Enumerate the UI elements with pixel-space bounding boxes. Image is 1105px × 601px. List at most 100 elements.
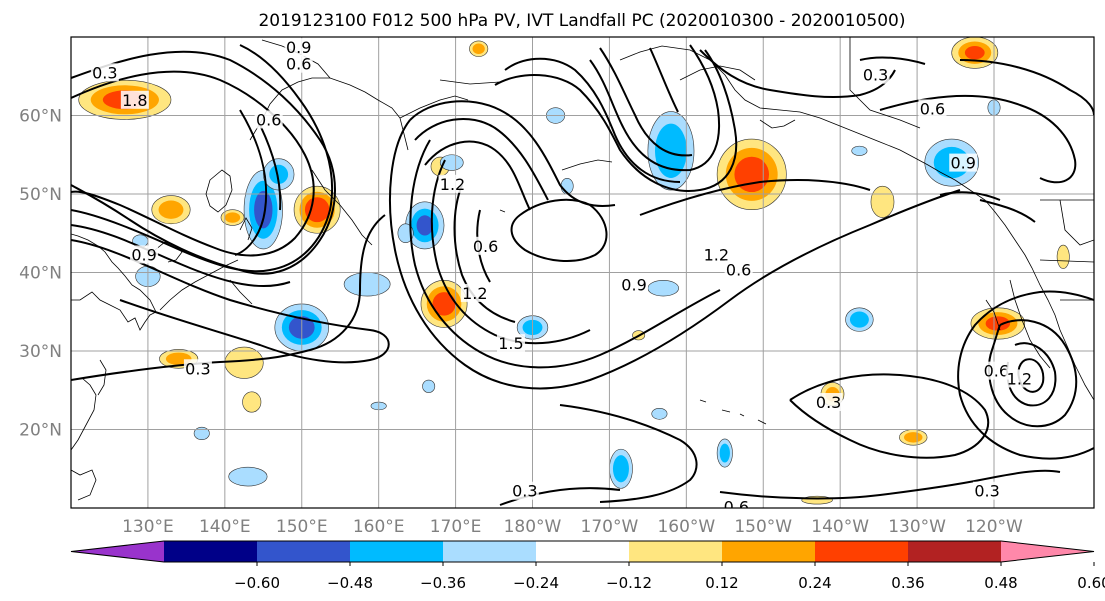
contour-label-text-13: 0.9 [131, 245, 156, 264]
colorbar-segment-5 [536, 541, 630, 562]
x-tick-label-0: 130°E [122, 517, 174, 537]
negative-anomaly-0 [243, 170, 283, 250]
colorbar-tick-label-8: 0.48 [984, 574, 1017, 592]
contour-label-text-22: 0.3 [816, 393, 841, 412]
negative-anomaly-11-level-0 [228, 466, 268, 487]
contour-label-bg-12 [183, 359, 212, 378]
colorbar-segment-6 [629, 541, 723, 562]
negative-anomaly-1 [262, 158, 295, 191]
x-tick-label-3: 160°E [353, 517, 405, 537]
positive-anomaly-10 [151, 195, 191, 225]
contour-label-bg-18 [1005, 369, 1034, 388]
colorbar-tick-label-6: 0.24 [798, 574, 831, 592]
contour-label-6: 0.6 [471, 236, 500, 256]
colorbar-segment-3 [350, 541, 444, 562]
negative-anomaly-5-level-0 [439, 154, 464, 171]
negative-anomaly-21-level-1 [849, 311, 869, 328]
colorbar-tick-label-9: 0.60 [1077, 574, 1105, 592]
negative-anomaly-16 [647, 280, 679, 297]
positive-anomaly-3 [716, 138, 787, 211]
contour-label-18: 1.2 [1005, 369, 1034, 388]
contour-label-2: 0.3 [90, 63, 119, 82]
positive-anomaly-5 [951, 37, 999, 69]
colorbar-segment-4 [443, 541, 537, 562]
colorbar: −0.60 −0.48 −0.36 −0.24 −0.12 0.12 0.24 0.36 0.4… [70, 540, 1105, 592]
contour-label-10: 0.9 [620, 275, 649, 294]
colorbar-extend-low [71, 541, 164, 562]
positive-anomaly-8 [242, 391, 262, 413]
negative-anomaly-4 [343, 272, 391, 297]
negative-anomaly-13-level-1 [719, 443, 730, 463]
contour-label-20: 0.3 [973, 481, 1002, 501]
positive-anomaly-13 [899, 429, 928, 446]
negative-anomaly-17-level-0 [851, 145, 868, 156]
negative-anomaly-13 [716, 438, 733, 468]
colorbar-tick-label-5: 0.12 [705, 574, 738, 592]
contour-label-text-18: 1.2 [1007, 369, 1032, 388]
contour-label-text-12: 0.3 [185, 359, 210, 378]
positive-anomaly-16 [1056, 244, 1070, 269]
contour-label-5: 1.2 [438, 174, 467, 194]
contour-label-9: 1.2 [702, 245, 731, 264]
positive-anomaly-7 [224, 346, 264, 379]
contour-label-bg-14 [918, 99, 947, 118]
coastlines [71, 37, 1094, 501]
contour-label-bg-1 [284, 54, 313, 73]
x-tick-label-1: 140°E [199, 517, 251, 537]
negative-anomaly-10 [193, 426, 210, 441]
negative-anomaly-2-level-2 [416, 215, 434, 236]
positive-anomaly-3-level-2 [734, 156, 770, 193]
contour-label-17: 0.6 [982, 361, 1011, 381]
contour-label-bg-19 [510, 481, 539, 500]
colorbar-tick-label-1: −0.48 [327, 574, 373, 592]
pc-shading-layer [78, 37, 1070, 505]
contour-label-bg-22 [814, 393, 843, 412]
contour-label-0: 0.9 [284, 38, 313, 57]
x-tick-label-5: 180°W [504, 517, 562, 537]
y-tick-label-4: 60°N [19, 107, 62, 127]
contour-label-bg-13 [130, 245, 159, 264]
contour-label-text-8: 1.5 [498, 334, 523, 353]
positive-anomaly-16-level-0 [1056, 244, 1070, 269]
contour-label-text-9: 1.2 [704, 245, 729, 264]
contour-label-text-3: 1.8 [122, 91, 147, 110]
negative-anomaly-17 [851, 145, 868, 156]
gridlines [71, 37, 1094, 508]
negative-anomaly-0-level-2 [254, 190, 273, 229]
negative-anomaly-4-level-0 [343, 272, 391, 297]
contour-label-11: 0.6 [724, 260, 753, 279]
negative-anomaly-5 [439, 154, 464, 171]
contour-label-21: 0.6 [722, 497, 751, 508]
negative-anomaly-12 [609, 448, 633, 489]
contour-label-text-19: 0.3 [512, 482, 537, 501]
contour-label-bg-8 [496, 334, 525, 353]
contour-label-text-2: 0.3 [92, 63, 117, 82]
contour-label-12: 0.3 [183, 359, 212, 378]
positive-anomaly-9-level-1 [224, 212, 241, 223]
contour-label-14: 0.6 [918, 99, 947, 118]
colorbar-tick-label-7: 0.36 [891, 574, 924, 592]
contour-label-text-1: 0.6 [286, 55, 311, 74]
x-tick-label-10: 130°W [888, 517, 946, 537]
contour-label-text-14: 0.6 [920, 99, 945, 118]
contour-label-bg-15 [949, 153, 978, 172]
contour-label-8: 1.5 [496, 334, 525, 353]
colorbar-segment-9 [908, 541, 1002, 562]
x-tick-label-4: 170°E [430, 517, 482, 537]
positive-anomaly-14-level-1 [472, 43, 485, 55]
latitude-tick-labels: 20°N 30°N 40°N 50°N 60°N [19, 107, 62, 441]
contour-label-text-16: 0.3 [863, 66, 888, 85]
colorbar-extend-high [1001, 541, 1094, 562]
contour-label-bg-10 [620, 275, 649, 294]
contour-label-bg-20 [973, 481, 1002, 500]
x-tick-label-6: 170°W [581, 517, 639, 537]
colorbar-tick-label-3: −0.24 [513, 574, 559, 592]
contour-label-bg-0 [284, 38, 313, 57]
longitude-tick-labels: 130°E 140°E 150°E 160°E 170°E 180°W 170°W 160°W… [122, 517, 1023, 537]
contour-label-text-17: 0.6 [984, 362, 1009, 381]
positive-anomaly-9 [220, 209, 245, 226]
contour-label-text-6: 0.6 [473, 237, 498, 256]
colorbar-segment-2 [257, 541, 351, 562]
contour-label-bg-5 [438, 174, 467, 193]
negative-anomaly-6-level-1 [654, 123, 687, 178]
